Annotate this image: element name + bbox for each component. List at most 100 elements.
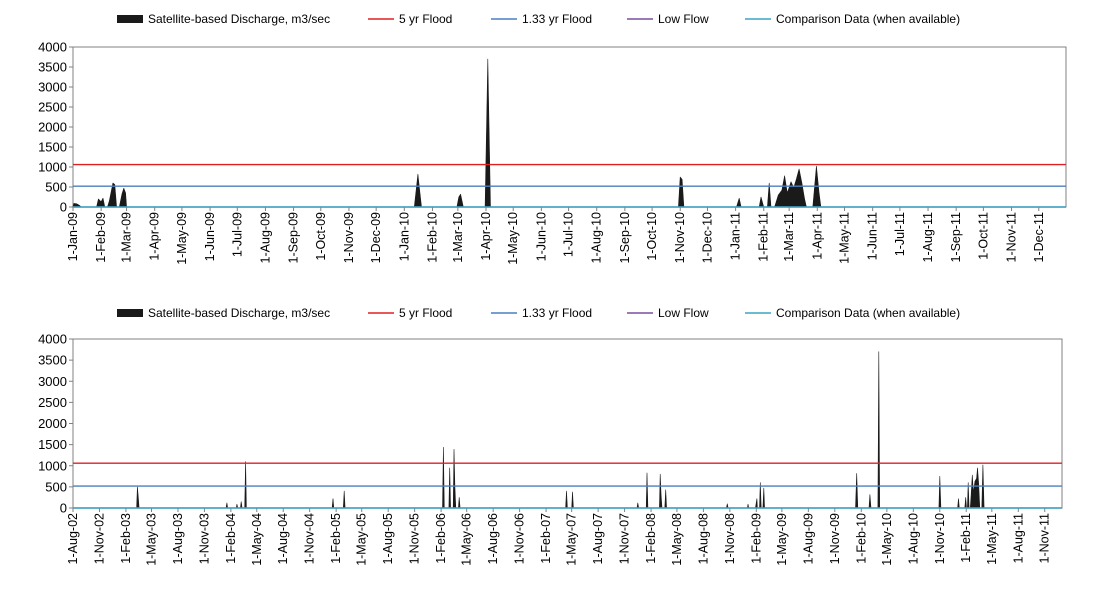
x-tick-label: 1-Aug-02 [66, 513, 80, 564]
x-tick-label: 1-Aug-04 [276, 513, 290, 564]
y-tick-label: 1500 [38, 437, 67, 452]
x-tick-label: 1-Jul-09 [230, 212, 244, 257]
y-tick-label: 0 [60, 501, 67, 516]
x-tick-label: 1-Feb-06 [434, 513, 448, 564]
x-tick-label: 1-Nov-08 [723, 513, 737, 564]
y-tick-label: 3500 [38, 353, 67, 368]
x-tick-label: 1-Sep-09 [287, 212, 301, 263]
x-tick-label: 1-Nov-05 [408, 513, 422, 564]
x-tick-label: 1-Jul-11 [893, 212, 907, 256]
y-tick-label: 3000 [38, 80, 67, 95]
y-tick-label: 1000 [38, 458, 67, 473]
y-tick-label: 500 [45, 479, 67, 494]
y-tick-label: 3500 [38, 60, 67, 75]
y-tick-label: 1000 [38, 160, 67, 175]
x-tick-label: 1-Dec-10 [700, 212, 714, 263]
x-tick-label: 1-Jan-10 [397, 212, 411, 261]
x-tick-label: 1-Feb-11 [757, 212, 771, 262]
x-tick-label: 1-Sep-10 [618, 212, 632, 263]
x-tick-label: 1-Jun-09 [203, 212, 217, 261]
x-tick-label: 1-Feb-09 [749, 513, 763, 564]
y-tick-label: 3000 [38, 374, 67, 389]
x-tick-label: 1-May-04 [250, 513, 264, 566]
series-discharge-area [136, 351, 985, 509]
series-discharge-area [72, 58, 822, 208]
x-tick-label: 1-May-07 [565, 513, 579, 566]
x-tick-label: 1-Feb-04 [224, 513, 238, 564]
legend-swatch-discharge [117, 309, 143, 317]
x-tick-label: 1-Aug-06 [486, 513, 500, 564]
y-tick-label: 4000 [38, 40, 67, 55]
x-tick-label: 1-Nov-10 [933, 513, 947, 564]
x-tick-label: 1-May-10 [880, 513, 894, 566]
x-tick-label: 1-Oct-11 [976, 212, 990, 260]
x-tick-label: 1-Aug-11 [1011, 513, 1025, 564]
x-tick-label: 1-Nov-02 [92, 513, 106, 564]
x-tick-label: 1-Feb-05 [329, 513, 343, 564]
x-tick-label: 1-Feb-07 [539, 513, 553, 564]
x-tick-label: 1-Mar-10 [451, 212, 465, 263]
x-tick-label: 1-May-10 [506, 212, 520, 265]
y-tick-label: 0 [60, 200, 67, 215]
legend-label-comparison: Comparison Data (when available) [776, 306, 960, 320]
y-tick-label: 1500 [38, 140, 67, 155]
x-tick-label: 1-Nov-09 [828, 513, 842, 564]
legend-label-lowflow: Low Flow [658, 12, 709, 26]
x-tick-label: 1-Aug-05 [381, 513, 395, 564]
x-tick-label: 1-Sep-11 [949, 212, 963, 263]
x-tick-label: 1-Jun-10 [534, 212, 548, 261]
x-tick-label: 1-Nov-11 [1038, 513, 1052, 564]
x-tick-label: 1-Aug-03 [171, 513, 185, 564]
legend-label-discharge: Satellite-based Discharge, m3/sec [148, 306, 330, 320]
x-tick-label: 1-Feb-10 [854, 513, 868, 564]
legend-label-flood133: 1.33 yr Flood [522, 12, 592, 26]
x-tick-label: 1-Aug-07 [591, 513, 605, 564]
x-tick-label: 1-Nov-07 [618, 513, 632, 564]
x-tick-label: 1-Aug-10 [906, 513, 920, 564]
x-tick-label: 1-May-09 [175, 212, 189, 265]
x-tick-label: 1-Apr-10 [479, 212, 493, 261]
x-tick-label: 1-Nov-09 [342, 212, 356, 263]
x-tick-label: 1-Apr-09 [148, 212, 162, 261]
plot-frame [72, 338, 1063, 509]
legend-label-lowflow: Low Flow [658, 306, 709, 320]
x-tick-label: 1-Feb-03 [119, 513, 133, 564]
x-tick-label: 1-Aug-10 [590, 212, 604, 263]
x-tick-label: 1-Nov-04 [303, 513, 317, 564]
x-tick-label: 1-Dec-11 [1032, 212, 1046, 263]
legend-label-flood5: 5 yr Flood [399, 306, 452, 320]
legend-label-flood5: 5 yr Flood [399, 12, 452, 26]
x-tick-label: 1-Oct-10 [645, 212, 659, 261]
legend-label-flood133: 1.33 yr Flood [522, 306, 592, 320]
x-tick-label: 1-Mar-11 [782, 212, 796, 262]
x-tick-label: 1-Jul-10 [562, 212, 576, 257]
legend-label-discharge: Satellite-based Discharge, m3/sec [148, 12, 330, 26]
x-tick-label: 1-Nov-11 [1005, 212, 1019, 263]
x-tick-label: 1-Oct-09 [314, 212, 328, 261]
legend-label-comparison: Comparison Data (when available) [776, 12, 960, 26]
y-tick-label: 2000 [38, 416, 67, 431]
chart-1: Satellite-based Discharge, m3/sec 5 yr Fl… [38, 12, 1067, 265]
x-tick-label: 1-Aug-11 [921, 212, 935, 263]
x-tick-label: 1-Jan-09 [66, 212, 80, 261]
x-tick-label: 1-May-06 [460, 513, 474, 566]
x-tick-label: 1-Nov-03 [197, 513, 211, 564]
x-tick-label: 1-Aug-08 [696, 513, 710, 564]
x-tick-label: 1-Aug-09 [258, 212, 272, 263]
x-tick-label: 1-Jun-11 [866, 212, 880, 260]
x-tick-label: 1-May-03 [145, 513, 159, 566]
plot-frame [72, 46, 1067, 208]
x-tick-label: 1-Apr-11 [810, 212, 824, 260]
x-tick-label: 1-Dec-09 [369, 212, 383, 263]
x-tick-label: 1-Aug-09 [801, 513, 815, 564]
y-tick-label: 2500 [38, 395, 67, 410]
y-tick-label: 2000 [38, 120, 67, 135]
x-tick-label: 1-May-05 [355, 513, 369, 566]
x-tick-label: 1-Nov-06 [513, 513, 527, 564]
x-tick-label: 1-Feb-11 [959, 513, 973, 563]
x-tick-label: 1-May-08 [670, 513, 684, 566]
x-tick-label: 1-Mar-09 [120, 212, 134, 263]
y-tick-label: 4000 [38, 332, 67, 347]
x-tick-label: 1-Jan-11 [729, 212, 743, 260]
